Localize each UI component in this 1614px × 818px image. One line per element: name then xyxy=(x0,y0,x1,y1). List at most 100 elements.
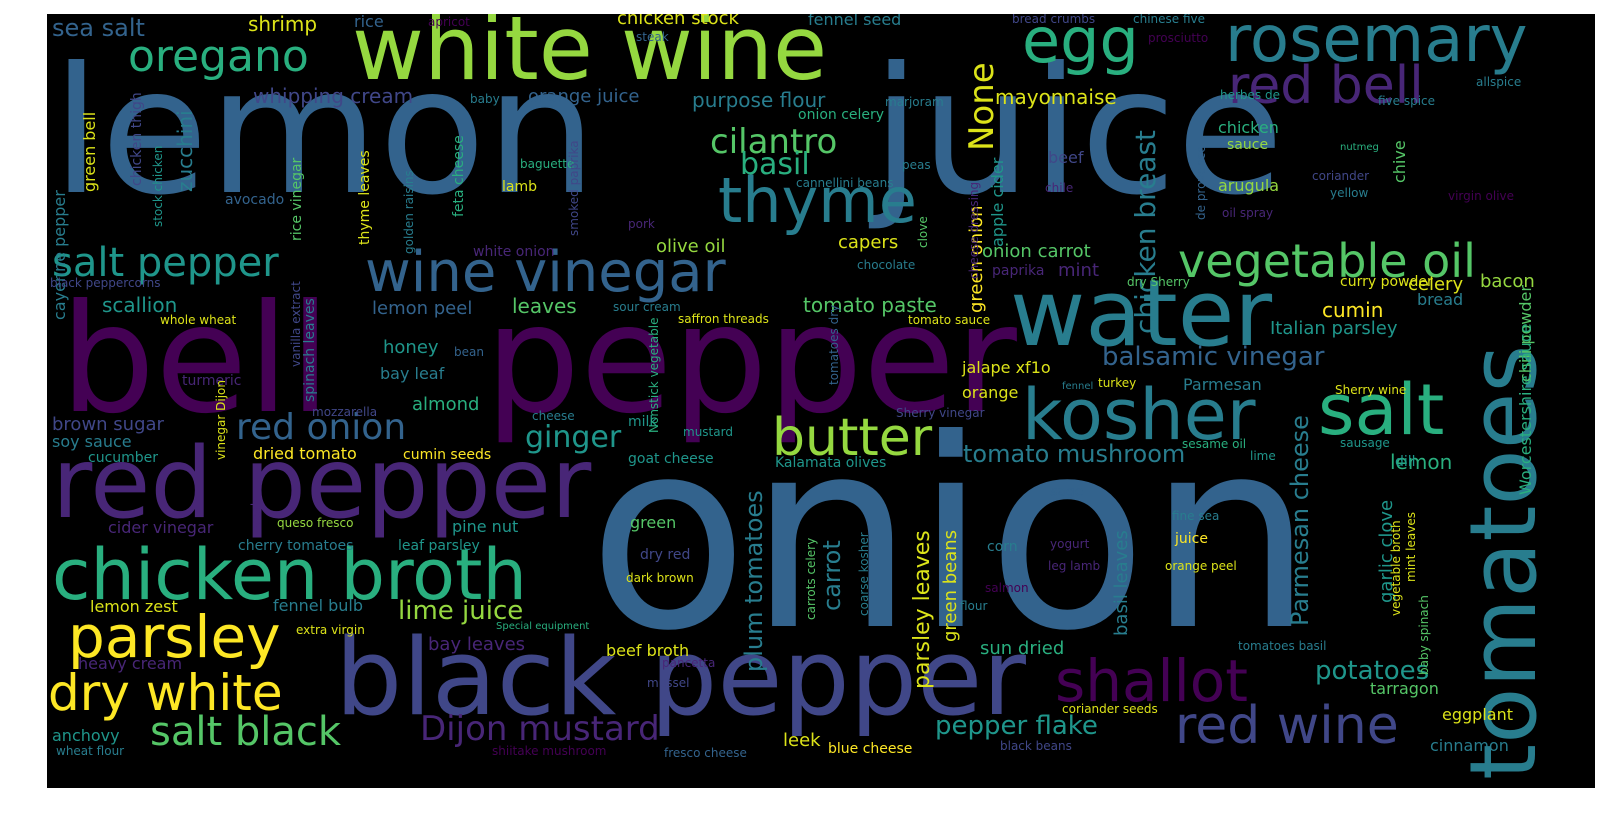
word-ginger: ginger xyxy=(525,420,622,455)
word-jalape-xf1o: jalape xf1o xyxy=(962,358,1051,377)
word-leaf-parsley: leaf parsley xyxy=(398,538,480,554)
word-purpose-flour: purpose flour xyxy=(692,88,826,112)
word-salt: salt xyxy=(1318,369,1445,451)
word-lemon-zest: lemon zest xyxy=(90,597,178,616)
word-vinegar-dijon: vinegar Dijon xyxy=(214,380,228,460)
word-lime-juice: lime juice xyxy=(398,596,524,626)
word-chicken-thigh: chicken thigh xyxy=(129,92,145,186)
word-bacon: bacon xyxy=(1480,271,1535,292)
word-basil-leaves: basil leaves xyxy=(1111,530,1132,636)
word-allspice: allspice xyxy=(1476,75,1522,89)
word-beef-broth: beef broth xyxy=(606,641,690,660)
word-five-spice: five spice xyxy=(1378,94,1436,108)
word-clove: clove xyxy=(916,216,930,248)
word-thyme-leaves: thyme leaves xyxy=(357,150,373,245)
word-rosemary: rosemary xyxy=(1225,14,1528,77)
word-coriander-seeds: coriander seeds xyxy=(1062,702,1158,716)
word-arugula: arugula xyxy=(1218,176,1280,195)
word-baguette: baguette xyxy=(520,157,575,171)
word-special-equipment: Special equipment xyxy=(496,621,590,632)
word-leek: leek xyxy=(783,730,821,751)
word-bread-crumbs: bread crumbs xyxy=(1012,14,1096,26)
word-baby-spinach: baby spinach xyxy=(1417,595,1431,675)
word-chive: chive xyxy=(1390,140,1409,183)
word-coriander: coriander xyxy=(1312,169,1370,183)
word-whole-wheat: whole wheat xyxy=(160,313,237,327)
word-dry-white: dry white xyxy=(48,664,283,722)
word-fennel-bulb: fennel bulb xyxy=(273,596,364,615)
word-turmeric: turmeric xyxy=(182,373,242,389)
word-sherry-wine: Sherry wine xyxy=(1335,383,1407,397)
word-dijon-mustard: Dijon mustard xyxy=(420,709,660,749)
word-stock-chicken: stock chicken xyxy=(151,145,165,227)
word-cloud: lemon juice onion bell pepper white wine black… xyxy=(47,14,1595,788)
word-apricot: apricot xyxy=(428,15,470,29)
word-italian-parsley: Italian parsley xyxy=(1270,318,1398,339)
word-sausage: sausage xyxy=(1340,436,1390,450)
word-wine-vinegar: wine vinegar xyxy=(365,240,726,305)
word-sun-dried: sun dried xyxy=(980,638,1065,659)
word-paprika: paprika xyxy=(992,263,1045,279)
word-chicken-broth: chicken broth xyxy=(52,534,527,616)
word-salmon: salmon xyxy=(985,581,1029,595)
word-anchovy: anchovy xyxy=(52,726,120,745)
word-peas: peas xyxy=(902,158,931,172)
word-rice: rice xyxy=(354,14,384,31)
word-tomato-sauce: tomato sauce xyxy=(908,313,991,327)
word-milk: milk xyxy=(628,414,658,430)
word-baby: baby xyxy=(470,92,500,106)
word-rice-vinegar: rice vinegar xyxy=(289,157,305,241)
word-onion-celery: onion celery xyxy=(798,107,885,123)
word-shallot: shallot xyxy=(1055,647,1248,715)
word-parsley: parsley xyxy=(68,603,281,671)
word-sour-cream: sour cream xyxy=(613,300,681,314)
word-parsley-leaves: parsley leaves xyxy=(910,530,935,689)
word-dill: dill xyxy=(1395,454,1416,470)
word-green-bell: green bell xyxy=(80,111,99,192)
word-oil-spray: oil spray xyxy=(1222,206,1274,220)
word-nonstick-vegetable: Nonstick vegetable xyxy=(647,317,661,433)
word-sage: sage xyxy=(1050,484,1084,500)
word-celery: celery xyxy=(1408,274,1464,295)
word-bay-leaf: bay leaf xyxy=(380,364,445,383)
word-chicken-breast: chicken breast xyxy=(1129,129,1162,334)
word-chicken: chicken xyxy=(1218,118,1279,137)
word-yellow: yellow xyxy=(1330,186,1369,200)
word-flour: flour xyxy=(960,599,988,613)
word-oregano: oregano xyxy=(128,31,309,82)
word-dry-red: dry red xyxy=(640,547,691,563)
word-white-wine: white wine xyxy=(352,14,828,100)
word-green-beans: green beans xyxy=(940,529,961,642)
word-saffron-threads: saffron threads xyxy=(678,312,769,326)
word-red-onion: red onion xyxy=(236,407,407,448)
word-scallion: scallion xyxy=(102,293,178,317)
word-brown-sugar: brown sugar xyxy=(52,414,164,435)
word-curry-powder: curry powder xyxy=(1340,274,1433,290)
word-dark-brown: dark brown xyxy=(626,571,694,585)
word-juice: juice xyxy=(1175,531,1208,547)
word-chocolate: chocolate xyxy=(857,258,916,272)
word-nutmeg: nutmeg xyxy=(1340,142,1379,153)
word-cilantro: cilantro xyxy=(710,122,838,162)
word-yogurt: yogurt xyxy=(1050,537,1090,551)
word-salt-pepper: salt pepper xyxy=(52,240,279,286)
word-parmesan: Parmesan xyxy=(1183,375,1262,394)
word-soy-sauce: soy sauce xyxy=(52,432,132,451)
word-cumin-seeds: cumin seeds xyxy=(403,447,492,463)
word-kosher: kosher xyxy=(1022,374,1256,456)
word-herbes-de: herbes de xyxy=(1220,88,1280,102)
word-sauce: sauce xyxy=(1227,137,1269,153)
word-wheat-flour: wheat flour xyxy=(56,744,125,758)
word-blue-cheese: blue cheese xyxy=(828,741,913,757)
word-lime: lime xyxy=(1250,449,1276,463)
word-coarse-kosher: coarse kosher xyxy=(857,532,871,616)
word-lemon: lemon xyxy=(52,31,597,234)
word-vegetable-broth: vegetable broth xyxy=(1389,520,1403,616)
word-extra-virgin: extra virgin xyxy=(296,623,365,637)
word-vanilla-extract: vanilla extract xyxy=(289,281,303,367)
word-bread: bread xyxy=(1417,290,1464,309)
word-mustard: mustard xyxy=(683,425,733,439)
word-fennel-seed: fennel seed xyxy=(808,14,902,29)
word-potatoes: potatoes xyxy=(1315,656,1430,686)
word-chicken-stock: chicken stock xyxy=(617,14,739,29)
